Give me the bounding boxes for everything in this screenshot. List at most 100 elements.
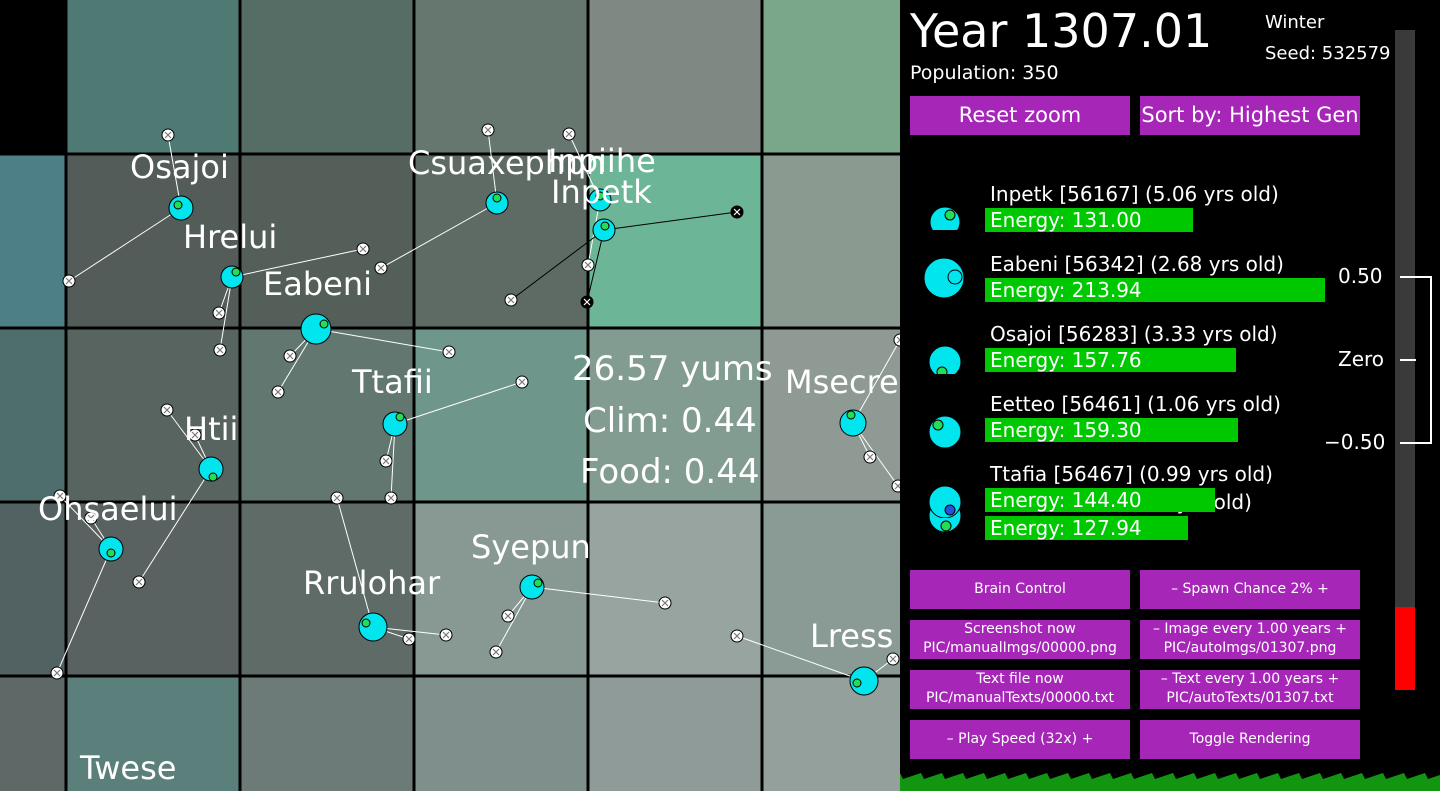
creature-arm [380, 202, 498, 269]
list-item[interactable]: Eabeni [56342] (2.68 yrs old) Energy: 21… [900, 250, 1340, 320]
toggle-rendering-button[interactable]: Toggle Rendering [1140, 720, 1360, 759]
creature-eye [533, 578, 543, 588]
tile-info-clim: Clim: 0.44 [583, 401, 757, 441]
creature-label: Twese [79, 749, 176, 787]
gauge-top-label: 0.50 [1338, 264, 1383, 288]
map-tile [588, 0, 762, 154]
image-every-path: PIC/autoImgs/01307.png [1163, 640, 1337, 656]
arm-node-mark [445, 348, 453, 356]
map-tile [414, 328, 588, 502]
creature-icon [928, 345, 962, 374]
creature-label: Lress [810, 617, 893, 655]
creature-energy: Energy: 127.94 [990, 516, 1142, 540]
creature-arm [394, 381, 523, 425]
screenshot-button[interactable]: Screenshot now PIC/manualImgs/00000.png [910, 620, 1130, 659]
arm-node-mark [894, 482, 900, 490]
list-item[interactable]: Eetteo [56461] (1.06 yrs old) Energy: 15… [900, 390, 1340, 460]
creature-label: Ttafii [351, 363, 433, 401]
sort-by-button[interactable]: Sort by: Highest Gen [1140, 96, 1360, 135]
play-speed-button[interactable]: – Play Speed (32x) + [910, 720, 1130, 759]
creature-label: Csuaxephpn [408, 144, 606, 182]
creature-icon [928, 415, 962, 448]
creature-label: Osajoi [130, 148, 229, 186]
creature-arm [852, 339, 900, 424]
energy-bar [985, 208, 1193, 232]
map-tile [0, 328, 66, 502]
text-every-path: PIC/autoTexts/01307.txt [1166, 690, 1334, 706]
arm-node-mark [504, 612, 512, 620]
map-tile [588, 154, 762, 328]
arm-node-mark [377, 264, 385, 272]
creature-eye [395, 412, 405, 422]
arm-node-mark [333, 494, 341, 502]
population-count: Population: 350 [910, 62, 1059, 84]
arm-node-mark [866, 453, 874, 461]
arm-node-mark [135, 578, 143, 586]
creature-label: Ohsaelui [38, 490, 178, 528]
text-file-path: PIC/manualTexts/00000.txt [925, 690, 1115, 706]
creature-arm [138, 468, 212, 583]
arm-node-mark [215, 309, 223, 317]
energy-bar [985, 516, 1188, 540]
spawn-chance-button[interactable]: – Spawn Chance 2% + [1140, 570, 1360, 609]
creature-arm [603, 211, 738, 231]
arm-node-mark [507, 296, 515, 304]
gauge-negative-fill [1395, 607, 1415, 690]
arm-node-mark [53, 669, 61, 677]
creature-name: Inpetk [56167] (5.06 yrs old) [990, 182, 1279, 206]
creature-label: Hrelui [183, 218, 277, 256]
void-area [0, 0, 66, 154]
brain-control-button[interactable]: Brain Control [910, 570, 1130, 609]
creature-icon [923, 257, 965, 299]
screenshot-path: PIC/manualImgs/00000.png [923, 640, 1117, 656]
list-item[interactable]: Osajoi [56283] (3.33 yrs old) Energy: 15… [900, 320, 1340, 390]
map-tile [66, 154, 240, 328]
gauge-zero-label: Zero [1338, 347, 1385, 371]
creature-icon [928, 485, 962, 518]
list-item[interactable]: Ttafia [56467] (0.99 yrs old) Energy: 14… [900, 460, 1340, 530]
energy-bar [985, 278, 1325, 302]
creature-body [519, 574, 545, 600]
creature-name: Ttafia [56467] (0.99 yrs old) [990, 462, 1273, 486]
creature-name: Eetteo [56461] (1.06 yrs old) [990, 392, 1281, 416]
map-tile [66, 676, 240, 791]
text-file-button[interactable]: Text file now PIC/manualTexts/00000.txt [910, 670, 1130, 709]
arm-node-mark [163, 406, 171, 414]
map-tile [240, 0, 414, 154]
energy-bar [985, 418, 1238, 442]
creature-eye [846, 410, 856, 420]
map-canvas[interactable]: Osajoi Hrelui Eabeni CsuaxephpnInpiiheInpet… [0, 0, 900, 791]
world-map[interactable]: Osajoi Hrelui Eabeni Csuaxephpn Inpiihe Inpet… [0, 0, 900, 791]
arm-node-mark [733, 632, 741, 640]
creature-label: Msecre [785, 363, 899, 401]
creature-arm [68, 207, 182, 282]
list-item[interactable]: Inpetk [56167] (5.06 yrs old) Energy: 13… [900, 180, 1340, 250]
map-tile [414, 154, 588, 328]
map-tile [66, 502, 240, 676]
energy-bar [985, 488, 1215, 512]
image-every-label: – Image every 1.00 years + [1152, 621, 1348, 637]
arm-node-mark [274, 388, 282, 396]
arm-node-mark [382, 457, 390, 465]
map-tile [762, 0, 900, 154]
arm-node-mark [733, 208, 741, 216]
map-tile [588, 676, 762, 791]
map-tile [0, 676, 66, 791]
creature-icon [929, 206, 961, 230]
arm-node-mark [518, 378, 526, 386]
creature-body [220, 265, 244, 289]
map-tile [414, 502, 588, 676]
creature-energy: Energy: 157.76 [990, 348, 1142, 372]
reset-zoom-button[interactable]: Reset zoom [910, 96, 1130, 135]
text-every-label: – Text every 1.00 years + [1160, 671, 1340, 687]
creature-body [839, 409, 867, 437]
gauge-bottom-label: −0.50 [1324, 430, 1386, 454]
creature-label: Htii [184, 410, 238, 448]
image-every-button[interactable]: – Image every 1.00 years + PIC/autoImgs/… [1140, 620, 1360, 659]
creature-arm [736, 635, 865, 682]
creature-label: Rrulohar [303, 564, 441, 602]
creature-energy: Energy: 159.30 [990, 418, 1142, 442]
arm-node-mark [405, 635, 413, 643]
map-tile [240, 154, 414, 328]
text-every-button[interactable]: – Text every 1.00 years + PIC/autoTexts/… [1140, 670, 1360, 709]
